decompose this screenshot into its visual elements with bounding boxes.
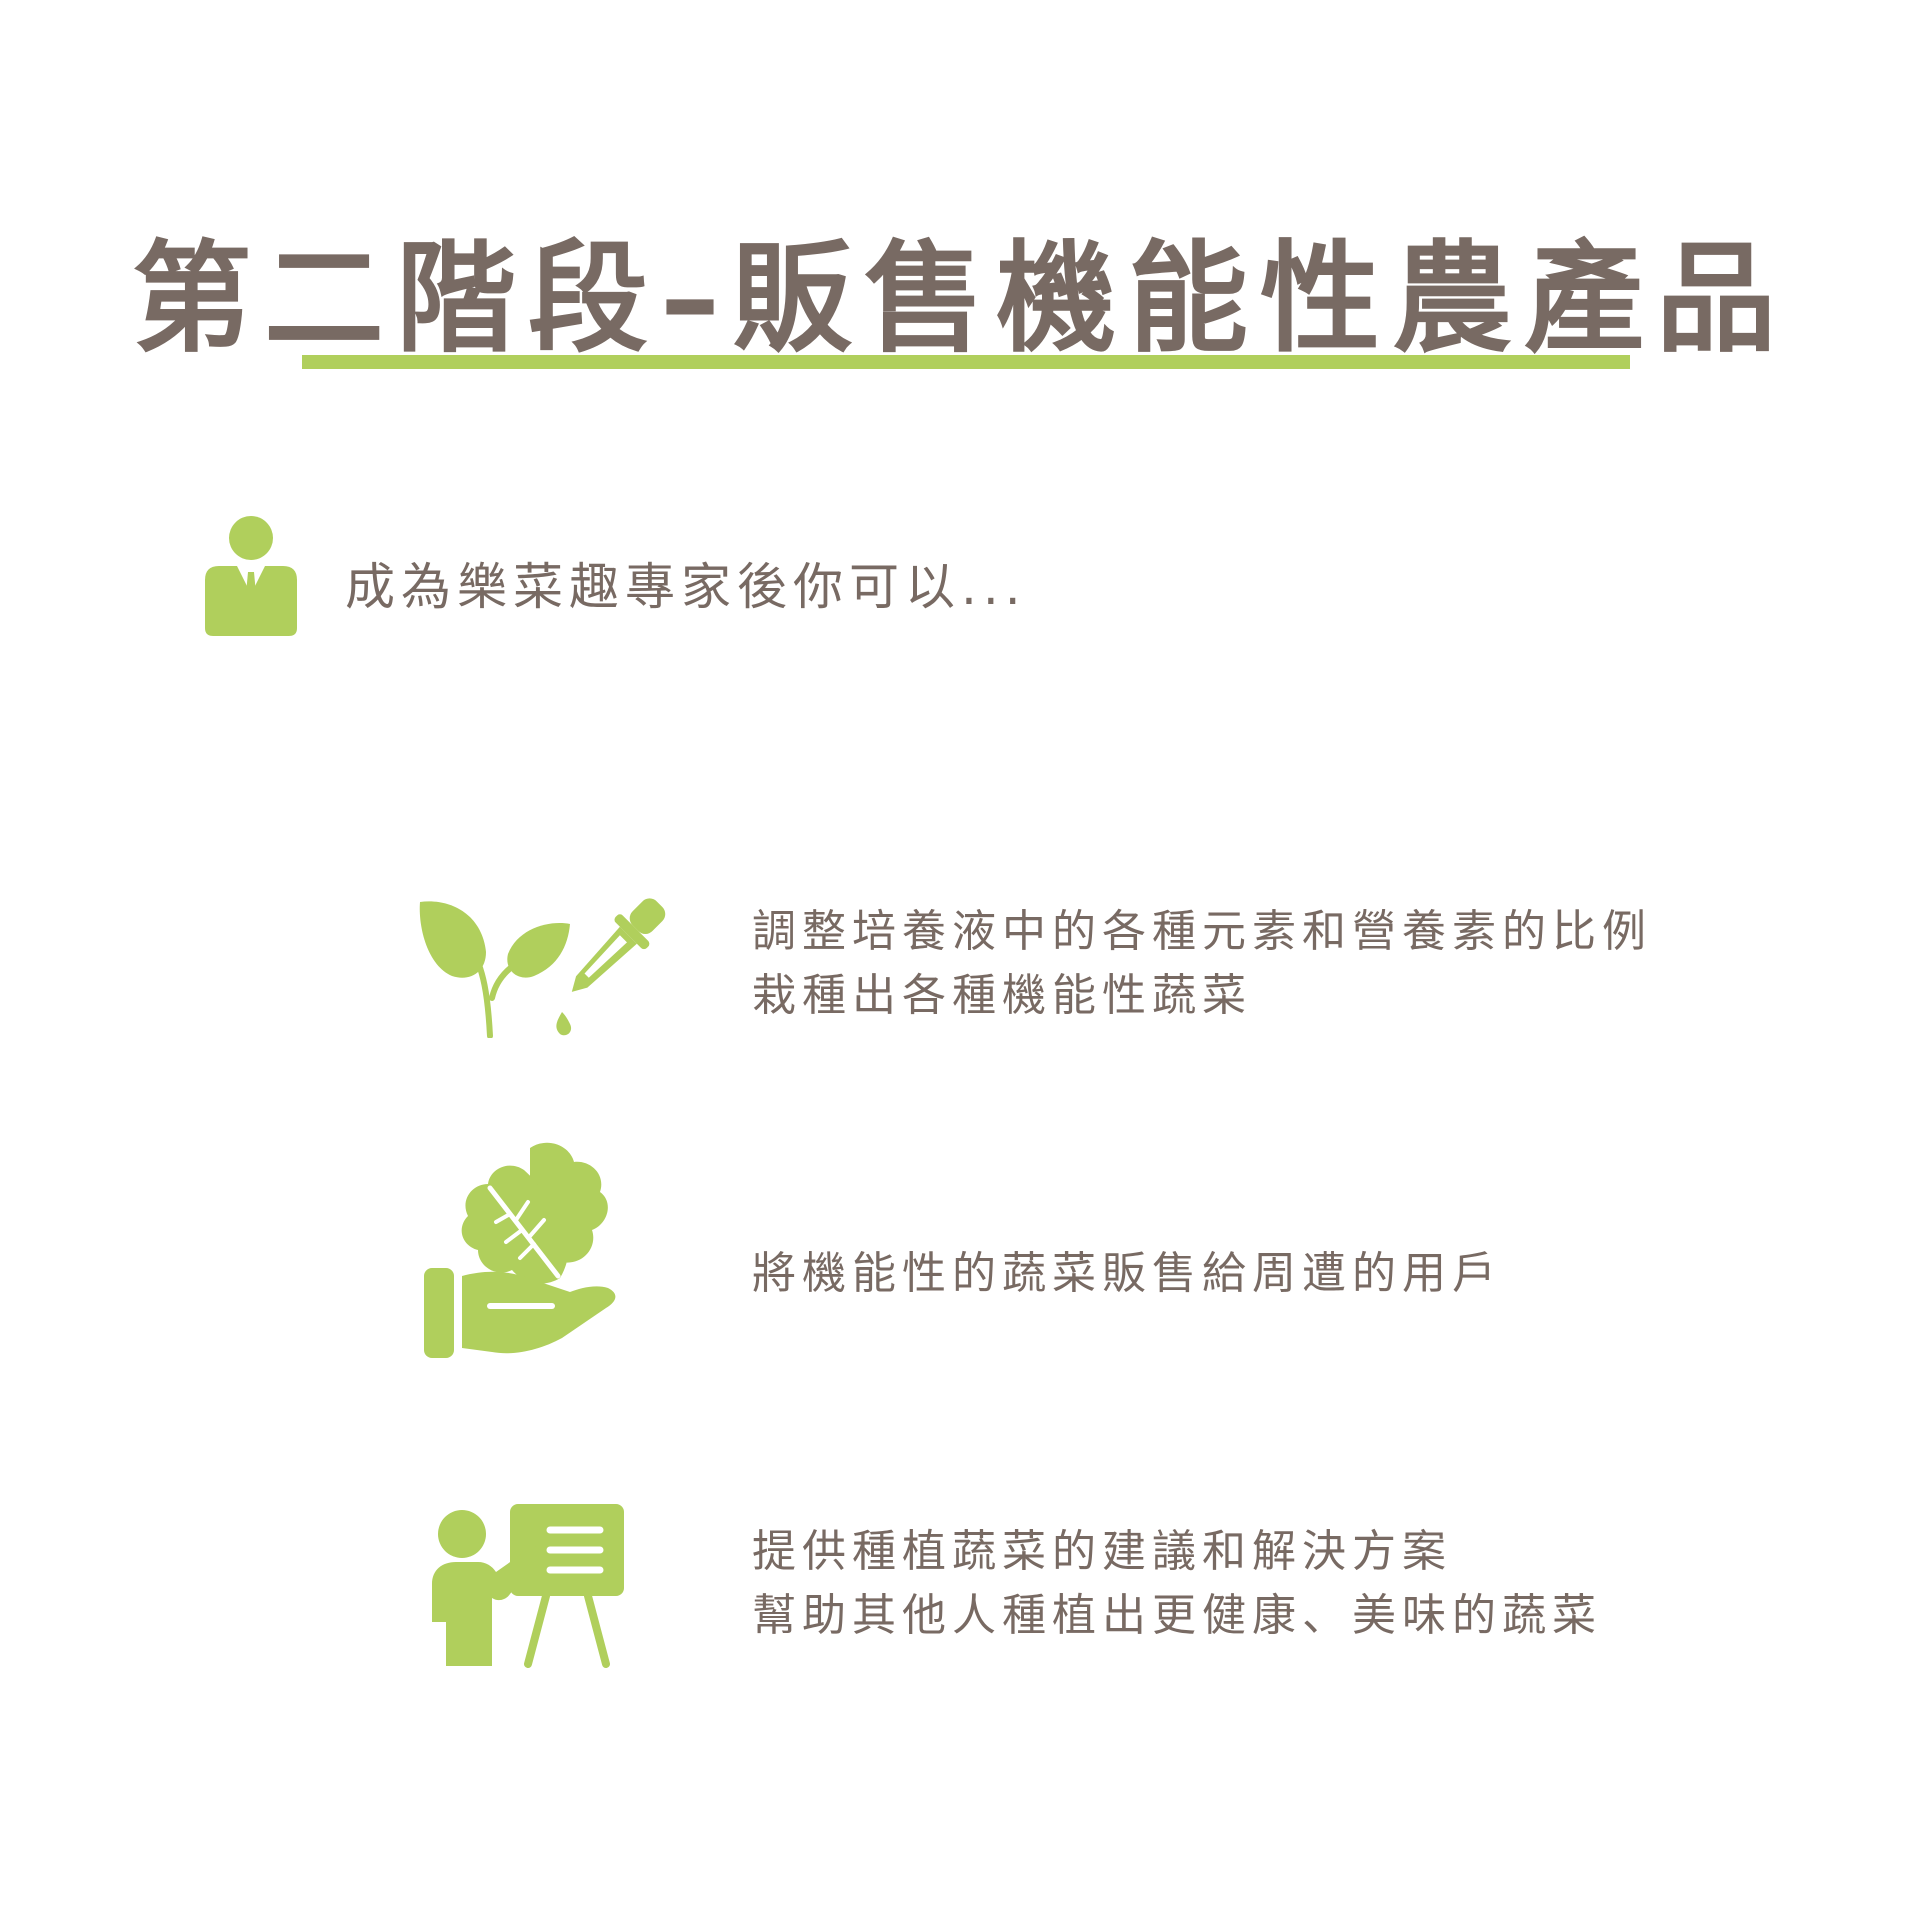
- businessman-icon: [205, 516, 297, 636]
- title-divider: [302, 355, 1630, 369]
- hand-lettuce-icon: [424, 1142, 616, 1358]
- feature-text-3: 提供種植蔬菜的建議和解決方案 幫助其他人種植出更健康、美味的蔬菜: [752, 1520, 1602, 1648]
- feature-line: 幫助其他人種植出更健康、美味的蔬菜: [752, 1590, 1602, 1641]
- feature-line: 將機能性的蔬菜販售給周遭的用戶: [752, 1248, 1502, 1299]
- feature-text-1: 調整培養液中的各種元素和營養素的比例 栽種出各種機能性蔬菜: [752, 900, 1652, 1028]
- sprout-dropper-icon: [419, 898, 666, 1038]
- presenter-board-icon: [432, 1504, 624, 1668]
- page-title: 第二階段–販售機能性農產品: [132, 230, 1788, 370]
- feature-line: 提供種植蔬菜的建議和解決方案: [752, 1526, 1452, 1577]
- feature-line: 調整培養液中的各種元素和營養素的比例: [752, 906, 1652, 957]
- intro-text: 成為樂菜趣專家後你可以...: [345, 558, 1027, 616]
- feature-line: 栽種出各種機能性蔬菜: [752, 970, 1252, 1021]
- feature-text-2: 將機能性的蔬菜販售給周遭的用戶: [752, 1242, 1502, 1306]
